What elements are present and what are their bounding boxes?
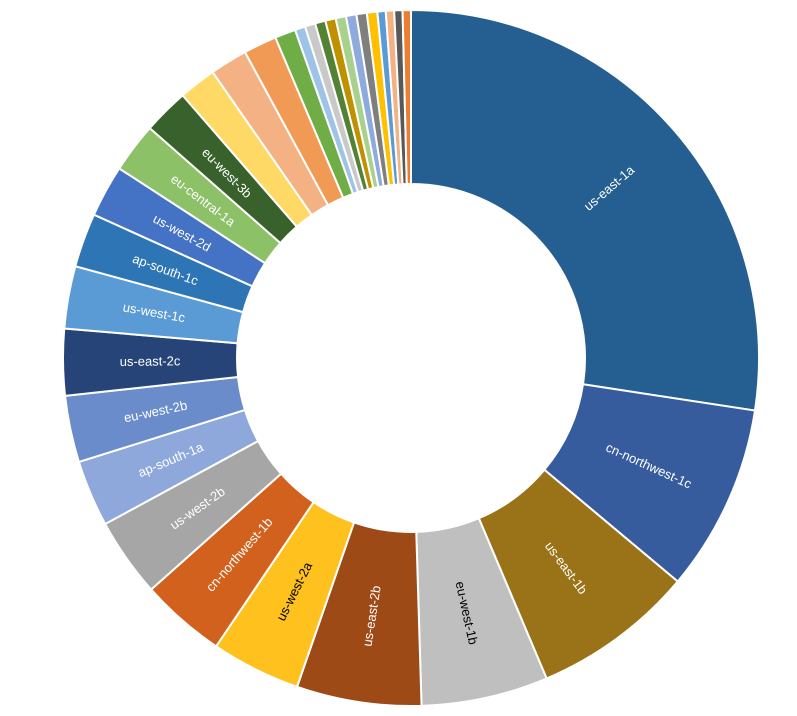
pie-slice	[410, 8, 760, 412]
pie-slice	[401, 8, 412, 186]
slice-label: us-east-2c	[120, 353, 181, 369]
slices	[62, 8, 760, 707]
